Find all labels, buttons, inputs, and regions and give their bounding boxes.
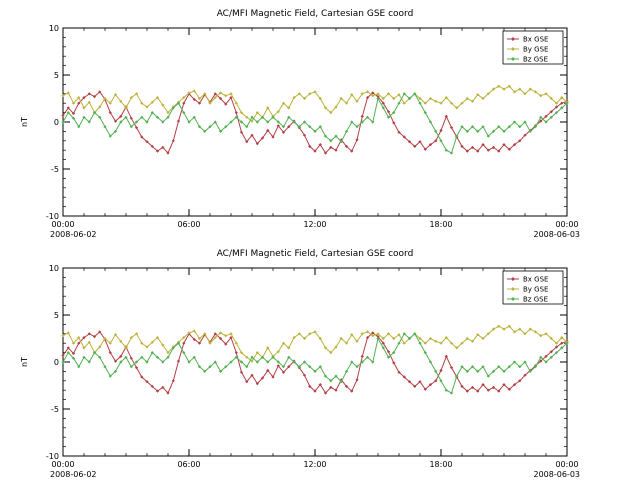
series-markers-bz-gse [61, 332, 569, 395]
y-tick-label: 10 [49, 24, 59, 33]
legend-label: Bx GSE [523, 36, 548, 44]
legend-marker-icon [511, 57, 515, 61]
legend-label: Bz GSE [523, 56, 548, 64]
y-tick-label: 5 [54, 71, 59, 80]
x-axis-date: 2008-06-02 [50, 230, 97, 239]
legend-label: Bx GSE [523, 276, 548, 284]
legend-marker-icon [511, 287, 515, 291]
series-line-bz-gse [62, 333, 568, 394]
y-tick-label: -5 [51, 405, 59, 414]
plot-svg-bottom: AC/MFI Magnetic Field, Cartesian GSE coo… [20, 249, 581, 479]
legend-label: By GSE [523, 46, 548, 54]
x-tick-label: 06:00 [177, 460, 200, 469]
panel-top: AC/MFI Magnetic Field, Cartesian GSE coo… [20, 9, 581, 239]
x-tick-label: 00:00 [555, 460, 578, 469]
series-line-bx-gse [62, 331, 568, 394]
legend-marker-icon [511, 297, 515, 301]
y-tick-label: 5 [54, 311, 59, 320]
y-tick-label: -10 [46, 452, 59, 461]
legend-label: By GSE [523, 286, 548, 294]
x-tick-label: 00:00 [51, 460, 74, 469]
x-tick-label: 00:00 [555, 220, 578, 229]
plot-svg-top: AC/MFI Magnetic Field, Cartesian GSE coo… [20, 9, 581, 239]
legend-marker-icon [511, 47, 515, 51]
y-axis-label: nT [20, 117, 29, 127]
x-tick-label: 00:00 [51, 220, 74, 229]
series-markers-bz-gse [61, 92, 569, 155]
plot-frame [62, 267, 568, 457]
x-tick-label: 12:00 [303, 220, 326, 229]
series-line-bx-gse [62, 91, 568, 154]
series-line-bz-gse [62, 93, 568, 154]
series-markers-by-gse [61, 324, 569, 363]
x-tick-label: 12:00 [303, 460, 326, 469]
x-tick-label: 18:00 [429, 460, 452, 469]
y-axis-label: nT [20, 357, 29, 367]
chart-title: AC/MFI Magnetic Field, Cartesian GSE coo… [217, 9, 414, 19]
legend-marker-icon [511, 37, 515, 41]
chart-title: AC/MFI Magnetic Field, Cartesian GSE coo… [217, 249, 414, 259]
y-tick-label: 0 [54, 358, 59, 367]
x-axis-date: 2008-06-02 [50, 470, 97, 479]
legend-label: Bz GSE [523, 296, 548, 304]
y-tick-label: -5 [51, 165, 59, 174]
x-axis-date: 2008-06-03 [534, 470, 581, 479]
y-tick-label: 0 [54, 118, 59, 127]
y-tick-label: 10 [49, 264, 59, 273]
x-axis-date: 2008-06-03 [534, 230, 581, 239]
legend-marker-icon [511, 277, 515, 281]
series-markers-by-gse [61, 84, 569, 123]
y-tick-label: -10 [46, 212, 59, 221]
plot-frame [62, 27, 568, 217]
x-tick-label: 06:00 [177, 220, 200, 229]
panel-bottom: AC/MFI Magnetic Field, Cartesian GSE coo… [0, 240, 640, 480]
x-tick-label: 18:00 [429, 220, 452, 229]
